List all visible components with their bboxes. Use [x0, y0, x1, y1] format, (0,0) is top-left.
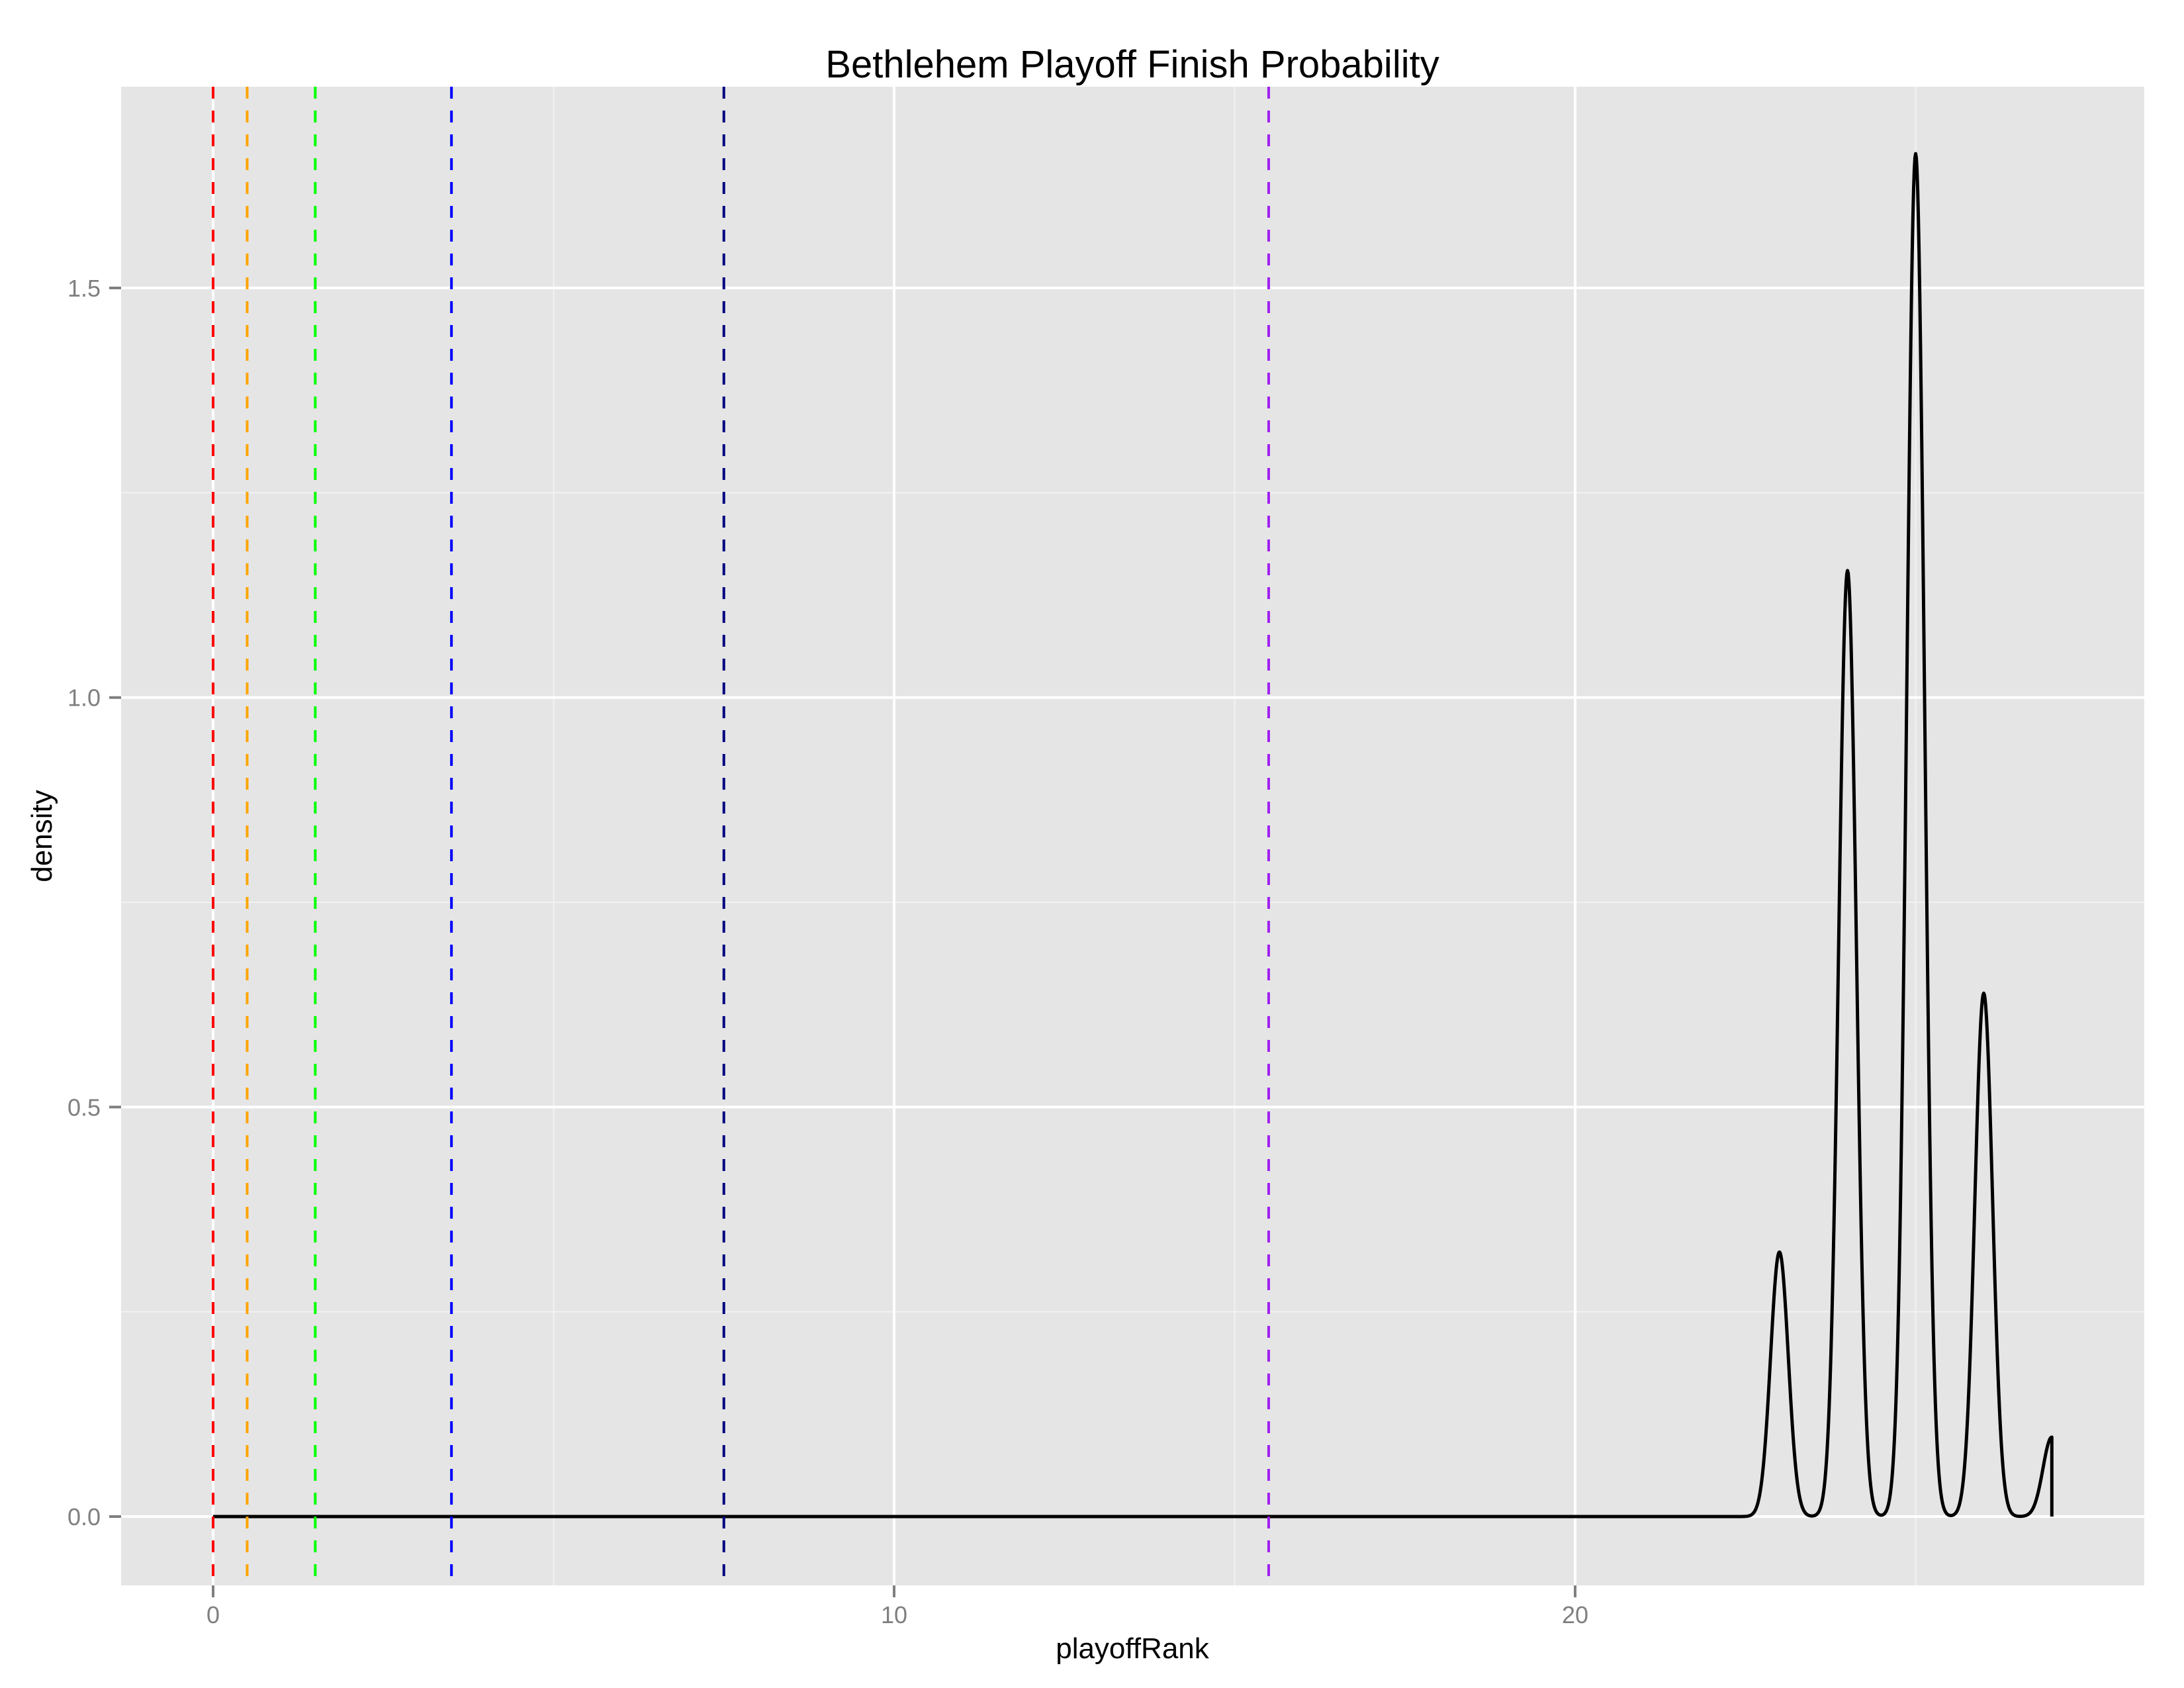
- y-tick-label: 0.5: [68, 1094, 101, 1121]
- plot-panel: [121, 87, 2144, 1585]
- y-tick-label: 1.0: [68, 684, 101, 712]
- minor-gridlines: [121, 87, 2144, 1585]
- y-axis-title: density: [26, 790, 58, 882]
- x-tick-label: 10: [881, 1601, 907, 1628]
- x-axis: 0 10 20: [206, 1585, 1588, 1628]
- y-tick-label: 1.5: [68, 275, 101, 302]
- x-tick-label: 0: [206, 1601, 220, 1628]
- reference-vlines: [212, 87, 1270, 1585]
- density-line: [212, 152, 2054, 1519]
- y-axis: 0.0 0.5 1.0 1.5: [68, 275, 121, 1530]
- x-axis-title: playoffRank: [1056, 1632, 1210, 1665]
- x-tick-label: 20: [1562, 1601, 1588, 1628]
- chart-title: Bethlehem Playoff Finish Probability: [825, 43, 1439, 86]
- density-curve: [212, 152, 2054, 1519]
- y-tick-label: 0.0: [68, 1503, 101, 1530]
